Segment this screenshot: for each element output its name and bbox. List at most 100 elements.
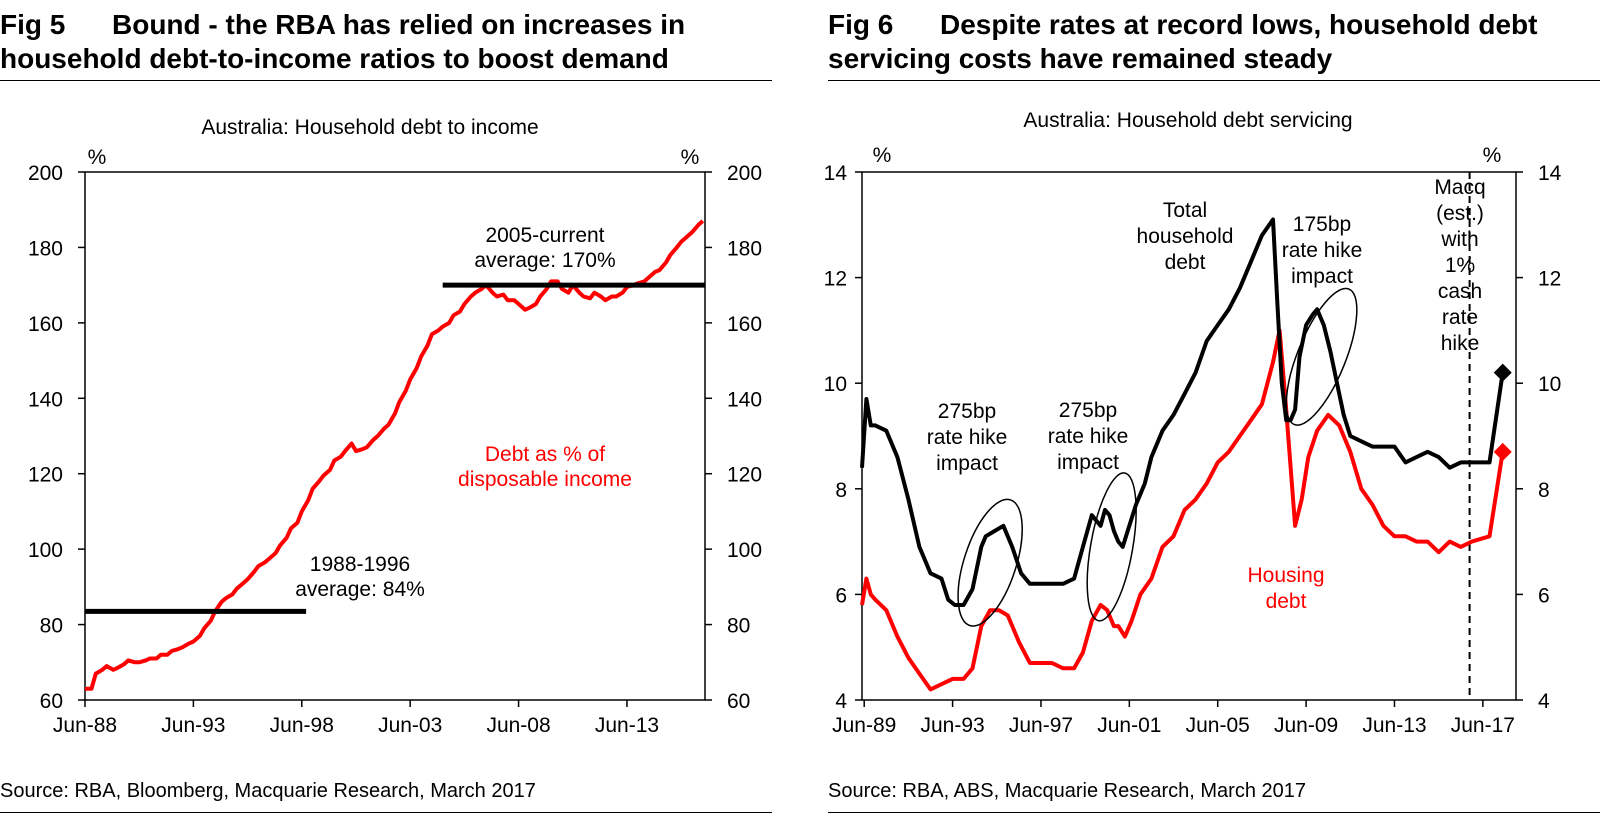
forecast-label-line5: cash xyxy=(1438,280,1482,303)
figure-6-source: Source: RBA, ABS, Macquarie Research, Ma… xyxy=(828,780,1307,802)
chart-2-x-axis-ticks: Jun-89 Jun-93 Jun-97 Jun-01 Jun-05 Jun-09 Jun-… xyxy=(832,700,1515,737)
x-tick-label: Jun-09 xyxy=(1274,714,1338,737)
y-tick-label-left: 80 xyxy=(40,615,63,638)
y-tick-label-left: 100 xyxy=(28,539,63,562)
forecast-label-line3: with xyxy=(1440,228,1478,251)
forecast-label-line6: rate xyxy=(1442,306,1478,329)
chart-2-plot-frame xyxy=(861,171,1517,701)
figure-5-source: Source: RBA, Bloomberg, Macquarie Resear… xyxy=(0,780,536,802)
debt-to-income-line xyxy=(85,219,705,691)
rate-hike-highlight-1 xyxy=(957,498,1023,627)
hike2-label-line2: rate hike xyxy=(1048,425,1129,448)
total-debt-label-line1: Total xyxy=(1163,199,1207,222)
housing-debt-label-line2: debt xyxy=(1266,590,1307,613)
y-tick-label-left: 120 xyxy=(28,464,63,487)
x-tick-label: Jun-93 xyxy=(161,714,225,737)
x-tick-label: Jun-05 xyxy=(1186,714,1250,737)
y-tick-label-right: 100 xyxy=(727,539,762,562)
housing-debt-label-line1: Housing xyxy=(1247,564,1324,587)
figure-6-title-line2: servicing costs have remained steady xyxy=(828,43,1333,74)
forecast-label-line7: hike xyxy=(1441,332,1480,355)
y-tick-label-left: 4 xyxy=(835,690,847,713)
y-tick-label-right: 12 xyxy=(1538,268,1561,291)
housing-debt-line xyxy=(860,328,1505,692)
y-tick-label-left: 12 xyxy=(824,268,847,291)
y-tick-label-right: 140 xyxy=(727,388,762,411)
hike2-label-line3: impact xyxy=(1057,451,1119,474)
figure-6-bottom-rule xyxy=(828,812,1600,813)
figure-5-title-line1: Bound - the RBA has relied on increases … xyxy=(112,9,686,40)
x-tick-label: Jun-03 xyxy=(378,714,442,737)
chart-1-title: Australia: Household debt to income xyxy=(201,116,538,139)
hike3-label-line1: 175bp xyxy=(1293,213,1351,236)
household-debt-to-income-chart: Australia: Household debt to income % % … xyxy=(28,116,762,737)
avg-2005-current-label-line2: average: 170% xyxy=(474,249,615,272)
figure-5-bottom-rule xyxy=(0,812,772,813)
x-tick-label: Jun-13 xyxy=(595,714,659,737)
y-tick-label-right: 200 xyxy=(727,162,762,185)
chart-1-plot-frame xyxy=(84,171,706,701)
y-tick-label-left: 140 xyxy=(28,388,63,411)
figure-5-title-line2: household debt-to-income ratios to boost… xyxy=(0,43,669,74)
x-tick-label: Jun-93 xyxy=(920,714,984,737)
total-debt-label-line3: debt xyxy=(1165,251,1206,274)
x-tick-label: Jun-01 xyxy=(1097,714,1161,737)
household-debt-servicing-chart: Australia: Household debt servicing % % … xyxy=(824,109,1562,737)
chart-2-left-axis-unit: % xyxy=(873,144,892,167)
total-debt-forecast-marker xyxy=(1493,363,1512,382)
figure-5-title: Fig 5 Bound - the RBA has relied on incre… xyxy=(0,8,780,76)
y-tick-label-right: 6 xyxy=(1538,584,1550,607)
x-tick-label: Jun-98 xyxy=(270,714,334,737)
x-tick-label: Jun-97 xyxy=(1009,714,1073,737)
y-tick-label-right: 120 xyxy=(727,464,762,487)
avg-1988-1996-label-line2: average: 84% xyxy=(295,578,425,601)
housing-debt-forecast-marker xyxy=(1493,442,1512,461)
chart-1-y-axis-ticks: 60 60 80 80 100 100 120 120 140 140 160 160 180 180 20… xyxy=(28,162,762,713)
chart-2-title: Australia: Household debt servicing xyxy=(1023,109,1352,132)
hike3-label-line2: rate hike xyxy=(1282,239,1363,262)
avg-1988-1996-label-line1: 1988-1996 xyxy=(310,553,410,576)
total-household-debt-line xyxy=(860,217,1505,607)
chart-1-x-axis-ticks: Jun-88 Jun-93 Jun-98 Jun-03 Jun-08 Jun-13 xyxy=(53,700,659,737)
figure-5-number: Fig 5 xyxy=(0,9,66,40)
total-debt-label-line2: household xyxy=(1137,225,1234,248)
y-tick-label-right: 160 xyxy=(727,313,762,336)
series-label-debt-line1: Debt as % of xyxy=(485,443,605,466)
y-tick-label-right: 14 xyxy=(1538,162,1562,185)
y-tick-label-left: 8 xyxy=(835,479,847,502)
y-tick-label-left: 160 xyxy=(28,313,63,336)
y-tick-label-right: 80 xyxy=(727,615,750,638)
y-tick-label-left: 6 xyxy=(835,584,847,607)
chart-1-left-axis-unit: % xyxy=(88,146,107,169)
x-tick-label: Jun-13 xyxy=(1362,714,1426,737)
rate-hike-highlight-3 xyxy=(1285,287,1358,426)
hike2-label-line1: 275bp xyxy=(1059,399,1117,422)
y-tick-label-right: 8 xyxy=(1538,479,1550,502)
chart-2-right-axis-unit: % xyxy=(1483,144,1502,167)
figure-6-top-rule xyxy=(828,80,1600,81)
forecast-label-line2: (est.) xyxy=(1436,202,1484,225)
figure-6-panel: Fig 6 Despite rates at record lows, house… xyxy=(824,0,1617,828)
hike3-label-line3: impact xyxy=(1291,265,1353,288)
y-tick-label-left: 200 xyxy=(28,162,63,185)
y-tick-label-left: 180 xyxy=(28,237,63,260)
x-tick-label: Jun-08 xyxy=(486,714,550,737)
y-tick-label-right: 10 xyxy=(1538,373,1561,396)
rate-hike-highlight-2 xyxy=(1086,472,1137,622)
hike1-label-line3: impact xyxy=(936,452,998,475)
y-tick-label-left: 14 xyxy=(824,162,848,185)
y-tick-label-left: 60 xyxy=(40,690,63,713)
figure-6-number: Fig 6 xyxy=(828,9,894,40)
y-tick-label-right: 60 xyxy=(727,690,750,713)
avg-2005-current-label-line1: 2005-current xyxy=(485,224,604,247)
x-tick-label: Jun-17 xyxy=(1451,714,1515,737)
figure-6-title: Fig 6 Despite rates at record lows, house… xyxy=(828,8,1608,76)
y-tick-label-right: 4 xyxy=(1538,690,1550,713)
chart-1-right-axis-unit: % xyxy=(681,146,700,169)
y-tick-label-left: 10 xyxy=(824,373,847,396)
forecast-label-line4: 1% xyxy=(1445,254,1475,277)
chart-2-y-axis-ticks: 4 4 6 6 8 8 10 10 12 12 14 14 xyxy=(824,162,1562,713)
hike1-label-line1: 275bp xyxy=(938,400,996,423)
figure-5-panel: Fig 5 Bound - the RBA has relied on incre… xyxy=(0,0,790,828)
forecast-label: Macq (est.) with 1% cash rate hike xyxy=(1434,176,1485,355)
